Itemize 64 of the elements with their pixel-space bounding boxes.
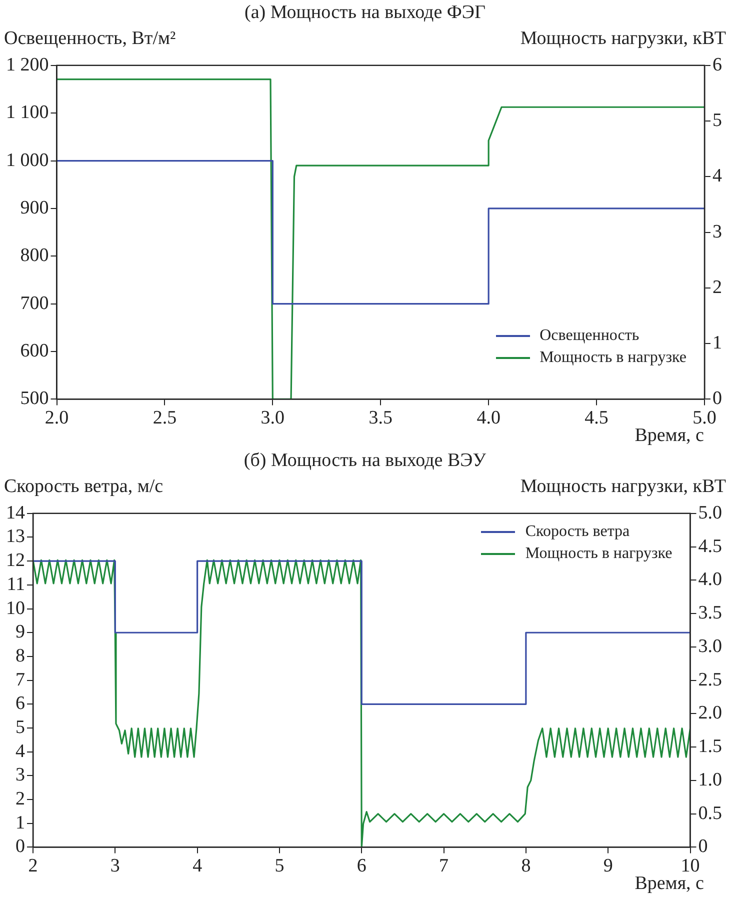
x-tick-label: 3.0 <box>260 408 285 429</box>
y-tick-label: 1 000 <box>6 150 49 171</box>
y2-tick-label: 3.5 <box>698 602 722 624</box>
y2-tick-label: 2.0 <box>698 702 722 724</box>
y-tick-label: 9 <box>16 622 25 643</box>
y-tick-label: 6 <box>16 693 25 714</box>
y2-tick-label: 1.0 <box>698 769 722 790</box>
x-tick-label: 9 <box>603 856 613 877</box>
y-tick-label: 13 <box>6 526 25 548</box>
y-tick-label: 12 <box>6 550 25 572</box>
chart-title: (б) Мощность на выходе ВЭУ <box>242 449 488 473</box>
y-tick-label: 1 100 <box>6 102 49 124</box>
y2-tick-label: 6 <box>712 54 722 76</box>
y-tick-label: 800 <box>20 245 49 266</box>
x-tick-label: 8 <box>521 856 531 877</box>
legend-label: Мощность в нагрузке <box>525 545 672 564</box>
y-tick-label: 14 <box>6 502 26 524</box>
y-tick-label: 1 200 <box>6 54 49 76</box>
x-tick-label: 2.5 <box>152 408 177 429</box>
y-axis-title: Освещенность, Вт/м² <box>4 27 176 51</box>
y2-tick-label: 4.5 <box>698 536 722 557</box>
y2-tick-label: 5.0 <box>698 502 722 524</box>
y-tick-label: 10 <box>6 598 25 619</box>
y2-axis-title: Мощность нагрузки, кВТ <box>520 27 726 51</box>
y2-tick-label: 5 <box>712 110 722 132</box>
chart-title: (а) Мощность на выходе ФЭГ <box>244 1 486 25</box>
y2-tick-label: 3 <box>712 221 722 242</box>
x-tick-label: 5 <box>274 856 284 877</box>
y2-tick-label: 4 <box>712 166 722 187</box>
y2-tick-label: 0.5 <box>698 802 722 824</box>
y-tick-label: 600 <box>20 340 49 362</box>
legend-label: Мощность в нагрузке <box>540 349 686 368</box>
x-tick-label: 6 <box>356 856 366 877</box>
legend-label: Освещенность <box>540 327 640 346</box>
y-tick-label: 7 <box>16 669 25 690</box>
x-tick-label: 2.0 <box>44 408 69 429</box>
y2-tick-label: 1.5 <box>698 736 722 758</box>
y-tick-label: 5 <box>16 716 25 738</box>
y-tick-label: 700 <box>20 292 49 314</box>
y2-tick-label: 2 <box>712 276 722 298</box>
y-tick-label: 1 <box>16 812 25 834</box>
y-tick-label: 500 <box>20 388 49 410</box>
y2-tick-label: 3.0 <box>698 636 722 657</box>
y-tick-label: 8 <box>16 645 25 666</box>
y2-tick-label: 4.0 <box>698 569 722 590</box>
x-tick-label: 3.5 <box>368 408 392 429</box>
x-tick-label: 4.5 <box>584 408 608 429</box>
y2-axis-title: Мощность нагрузки, кВТ <box>520 475 726 499</box>
y-tick-label: 3 <box>16 764 25 786</box>
y2-tick-label: 0 <box>698 836 708 858</box>
x-tick-label: 4 <box>192 856 203 877</box>
x-tick-label: 3 <box>110 856 120 877</box>
y-tick-label: 11 <box>6 574 25 595</box>
legend-label: Скорость ветра <box>525 523 630 542</box>
y-tick-label: 2 <box>16 788 25 810</box>
y2-tick-label: 0 <box>712 388 722 410</box>
x-tick-label: 7 <box>439 856 449 877</box>
y-axis-title: Скорость ветра, м/с <box>4 475 164 499</box>
y-tick-label: 900 <box>20 197 49 218</box>
y-tick-label: 0 <box>16 836 25 858</box>
y2-tick-label: 1 <box>712 332 722 354</box>
x-tick-label: 4.0 <box>476 408 500 429</box>
y2-tick-label: 2.5 <box>698 669 722 690</box>
y-tick-label: 4 <box>16 740 26 762</box>
